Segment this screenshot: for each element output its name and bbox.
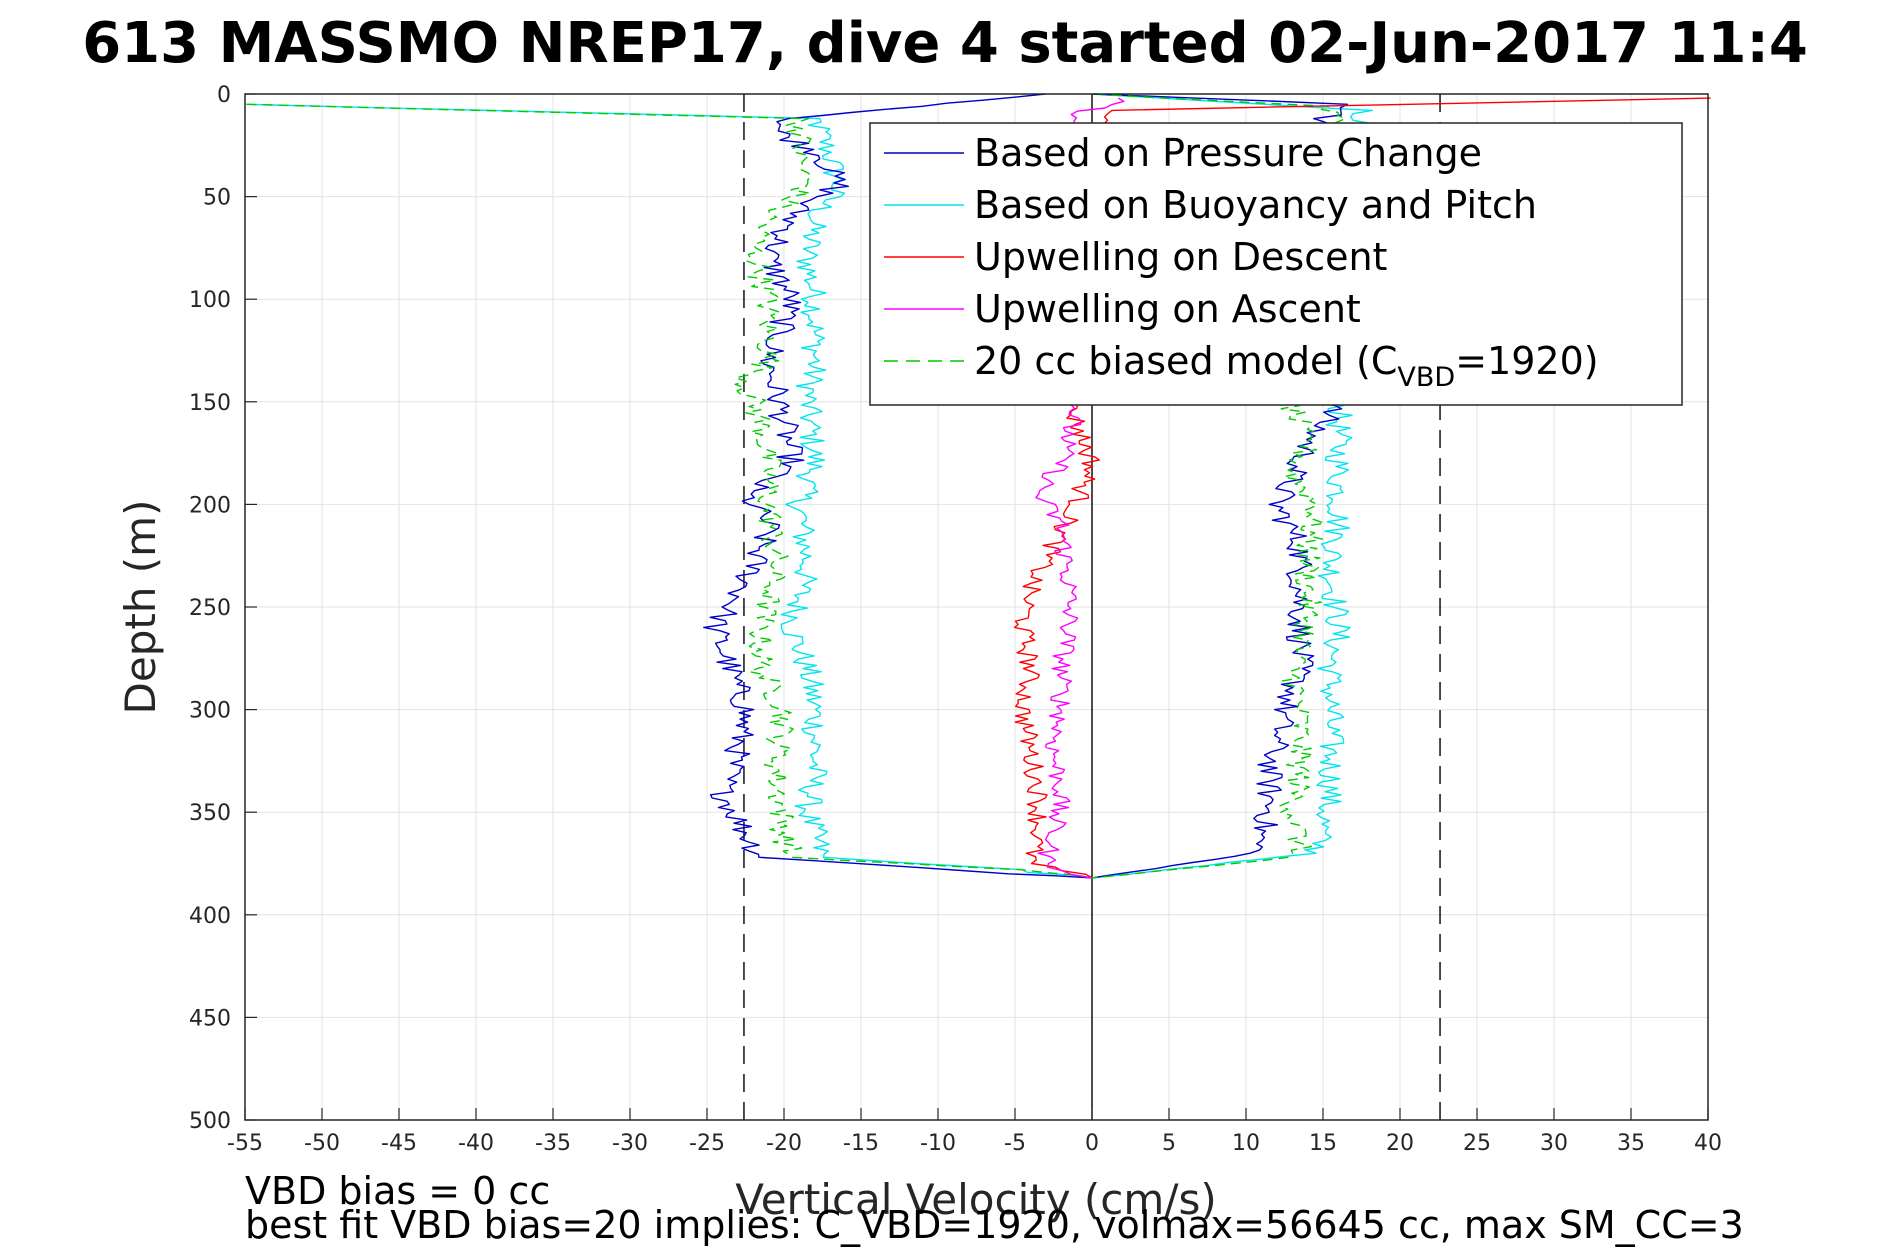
x-tick-label-6: -25 — [689, 1131, 725, 1156]
legend-label-3: Upwelling on Ascent — [974, 287, 1361, 331]
y-axis-label: Depth (m) — [116, 500, 165, 715]
x-tick-label-1: -50 — [304, 1131, 340, 1156]
legend-label-1: Based on Buoyancy and Pitch — [974, 183, 1537, 227]
legend-label-4: 20 cc biased model (CVBD=1920) — [974, 339, 1599, 393]
legend: Based on Pressure Change Based on Buoyanc… — [869, 122, 1683, 406]
x-tick-label-18: 35 — [1617, 1131, 1645, 1156]
footer-line-1: VBD bias = 0 cc — [245, 1169, 550, 1213]
y-axis: 0 50 100 150 200 250 300 350 400 450 500 — [189, 83, 257, 1134]
x-tick-label-8: -15 — [843, 1131, 879, 1156]
x-tick-label-12: 5 — [1162, 1131, 1176, 1156]
legend-label-2: Upwelling on Descent — [974, 235, 1387, 279]
series-4-descent — [246, 103, 1093, 879]
x-tick-label-14: 15 — [1309, 1131, 1337, 1156]
footer-line-2: best fit VBD bias=20 implies: C_VBD=1920… — [245, 1203, 1744, 1247]
chart-title: 613 MASSMO NREP17, dive 4 started 02-Jun… — [82, 11, 1808, 76]
x-tick-label-10: -5 — [1004, 1131, 1026, 1156]
x-tick-label-7: -20 — [766, 1131, 802, 1156]
y-tick-label-0: 0 — [217, 83, 231, 108]
y-tick-label-2: 100 — [189, 288, 231, 313]
x-tick-label-11: 0 — [1085, 1131, 1099, 1156]
x-tick-label-15: 20 — [1386, 1131, 1414, 1156]
x-tick-label-3: -40 — [458, 1131, 494, 1156]
x-tick-label-5: -30 — [612, 1131, 648, 1156]
y-tick-label-3: 150 — [189, 391, 231, 416]
x-tick-label-19: 40 — [1694, 1131, 1722, 1156]
x-axis: -55 -50 -45 -40 -35 -30 -25 -20 -15 -10 -5 0 5 10 15 20… — [227, 1108, 1722, 1156]
legend-label-0: Based on Pressure Change — [974, 131, 1482, 175]
y-tick-label-7: 350 — [189, 801, 231, 826]
y-tick-label-8: 400 — [189, 904, 231, 929]
x-tick-label-13: 10 — [1232, 1131, 1260, 1156]
x-tick-label-16: 25 — [1463, 1131, 1491, 1156]
x-tick-label-4: -35 — [535, 1131, 571, 1156]
x-tick-label-9: -10 — [920, 1131, 956, 1156]
y-tick-label-9: 450 — [189, 1006, 231, 1031]
x-axis-label: Vertical Velocity (cm/s) — [735, 1175, 1216, 1224]
y-tick-label-10: 500 — [189, 1109, 231, 1134]
x-tick-label-0: -55 — [227, 1131, 263, 1156]
x-tick-label-2: -45 — [381, 1131, 417, 1156]
y-tick-label-6: 300 — [189, 699, 231, 724]
y-tick-label-1: 50 — [203, 186, 231, 211]
y-tick-label-4: 200 — [189, 493, 231, 518]
series-1-descent — [246, 103, 1093, 879]
y-tick-label-5: 250 — [189, 596, 231, 621]
series-0-descent — [703, 93, 1093, 879]
legend-box — [869, 122, 1683, 406]
x-tick-label-17: 30 — [1540, 1131, 1568, 1156]
